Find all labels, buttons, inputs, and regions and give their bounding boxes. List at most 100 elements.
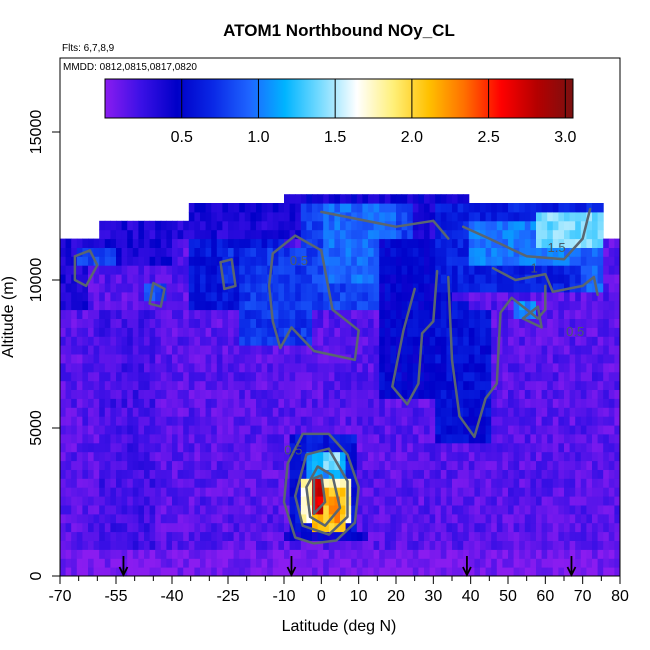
heatmap-cell xyxy=(435,398,442,408)
heatmap-cell xyxy=(474,407,481,417)
heatmap-cell xyxy=(396,496,403,506)
heatmap-cell xyxy=(614,247,620,257)
heatmap-cell xyxy=(295,442,302,453)
heatmap-cell xyxy=(530,505,537,515)
heatmap-cell xyxy=(424,318,431,328)
heatmap-cell xyxy=(233,531,240,541)
heatmap-cell xyxy=(312,371,319,382)
heatmap-cell xyxy=(267,354,274,364)
heatmap-cell xyxy=(60,425,67,435)
heatmap-cell xyxy=(306,371,313,382)
heatmap-cell xyxy=(564,354,571,364)
heatmap-cell xyxy=(362,229,369,240)
x-tick-label: 20 xyxy=(387,588,405,605)
heatmap-cell xyxy=(132,425,139,435)
heatmap-cell xyxy=(368,398,375,408)
heatmap-cell xyxy=(384,522,391,533)
heatmap-cell xyxy=(300,540,307,550)
heatmap-cell xyxy=(188,283,195,293)
heatmap-cell xyxy=(278,256,285,266)
heatmap-cell xyxy=(536,478,543,488)
heatmap-cell xyxy=(547,425,554,435)
heatmap-cell xyxy=(396,309,403,319)
heatmap-cell xyxy=(138,327,145,337)
heatmap-cell xyxy=(569,318,576,328)
heatmap-cell xyxy=(323,345,330,355)
heatmap-cell xyxy=(446,398,453,408)
heatmap-cell xyxy=(412,362,419,373)
heatmap-cell xyxy=(536,380,543,390)
heatmap-cell xyxy=(200,478,207,488)
heatmap-cell xyxy=(200,433,207,444)
heatmap-cell xyxy=(368,522,375,533)
heatmap-cell xyxy=(575,318,582,328)
heatmap-cell xyxy=(228,549,235,559)
heatmap-cell xyxy=(530,416,537,426)
heatmap-cell xyxy=(312,522,319,533)
heatmap-cell xyxy=(216,354,223,364)
heatmap-cell xyxy=(373,220,380,231)
heatmap-cell xyxy=(216,567,223,576)
heatmap-cell xyxy=(88,496,95,506)
heatmap-cell xyxy=(323,398,330,408)
heatmap-cell xyxy=(485,211,492,222)
heatmap-cell xyxy=(278,327,285,337)
heatmap-cell xyxy=(127,371,134,382)
heatmap-cell xyxy=(603,549,610,559)
heatmap-cell xyxy=(200,354,207,364)
heatmap-cell xyxy=(368,558,375,568)
heatmap-cell xyxy=(474,309,481,319)
heatmap-cell xyxy=(457,371,464,382)
heatmap-cell xyxy=(160,229,167,240)
heatmap-cell xyxy=(396,549,403,559)
contour-label: 0.5 xyxy=(290,253,308,268)
heatmap-cell xyxy=(564,229,571,240)
heatmap-cell xyxy=(261,211,268,222)
heatmap-cell xyxy=(289,407,296,417)
colorbar-tick-label: 1.0 xyxy=(247,129,269,146)
heatmap-cell xyxy=(306,442,313,453)
heatmap-cell xyxy=(496,469,503,479)
heatmap-cell xyxy=(340,220,347,231)
heatmap-cell xyxy=(76,549,83,559)
heatmap-cell xyxy=(592,318,599,328)
heatmap-cell xyxy=(569,505,576,515)
heatmap-cell xyxy=(200,345,207,355)
heatmap-cell xyxy=(278,203,285,213)
heatmap-cell xyxy=(65,558,72,568)
heatmap-cell xyxy=(82,531,89,541)
heatmap-cell xyxy=(194,380,201,390)
heatmap-cell xyxy=(418,362,425,373)
x-tick-label: 10 xyxy=(350,588,368,605)
heatmap-cell xyxy=(586,371,593,382)
heatmap-cell xyxy=(222,274,229,284)
heatmap-cell xyxy=(524,211,531,222)
heatmap-cell xyxy=(334,389,341,399)
heatmap-cell xyxy=(76,318,83,328)
heatmap-cell xyxy=(435,558,442,568)
heatmap-cell xyxy=(547,407,554,417)
heatmap-cell xyxy=(149,567,156,576)
heatmap-cell xyxy=(384,469,391,479)
heatmap-cell xyxy=(194,487,201,497)
heatmap-cell xyxy=(468,433,475,444)
heatmap-cell xyxy=(614,389,620,399)
heatmap-cell xyxy=(155,460,162,470)
heatmap-cell xyxy=(418,247,425,257)
heatmap-cell xyxy=(508,469,515,479)
y-tick-label: 0 xyxy=(28,571,45,580)
heatmap-cell xyxy=(513,442,520,453)
heatmap-cell xyxy=(306,433,313,444)
heatmap-cell xyxy=(452,398,459,408)
heatmap-cell xyxy=(536,345,543,355)
heatmap-cell xyxy=(228,478,235,488)
heatmap-cell xyxy=(267,247,274,257)
heatmap-cell xyxy=(172,451,179,462)
heatmap-cell xyxy=(222,265,229,275)
heatmap-cell xyxy=(457,309,464,319)
heatmap-cell xyxy=(452,327,459,337)
heatmap-cell xyxy=(474,522,481,533)
heatmap-cell xyxy=(390,398,397,408)
heatmap-cell xyxy=(99,354,106,364)
heatmap-cell xyxy=(541,416,548,426)
